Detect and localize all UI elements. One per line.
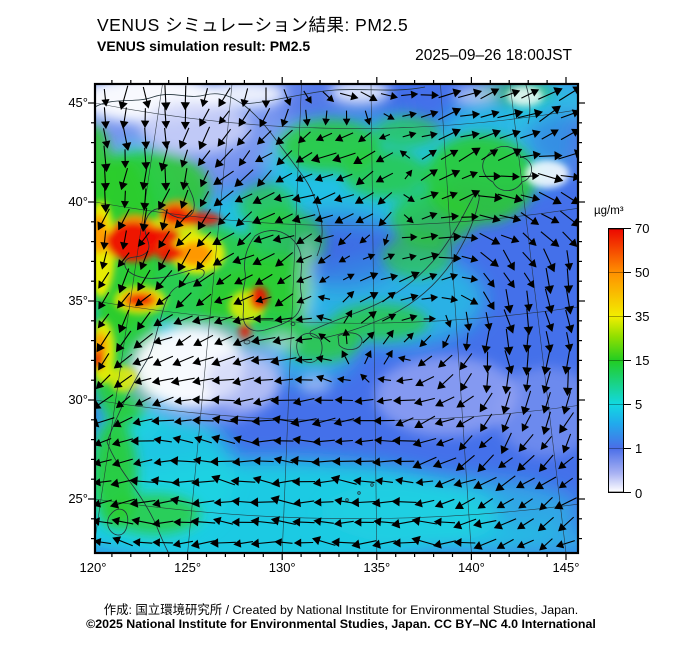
colorbar-level-line	[609, 448, 623, 450]
colorbar-tick	[624, 404, 631, 406]
colorbar-tick-label: 50	[635, 264, 650, 280]
latitude-tick-label: 30°	[68, 392, 88, 407]
longitude-tick-label: 130°	[268, 560, 296, 575]
colorbar-tick-label: 5	[635, 397, 643, 413]
colorbar-tick-label: 1	[635, 441, 643, 457]
latitude-tick-label: 25°	[68, 491, 88, 506]
colorbar-level-line	[609, 490, 623, 492]
colorbar-level-line	[609, 315, 623, 317]
colorbar-tick	[624, 271, 631, 273]
colorbar-level-line	[609, 360, 623, 361]
colorbar-tick	[624, 315, 631, 317]
colorbar-tick	[624, 359, 631, 362]
colorbar-tick-label: 70	[635, 220, 650, 236]
longitude-tick-label: 140°	[457, 560, 485, 575]
colorbar: 70 50 35 15 5 1 0	[608, 221, 688, 501]
simulation-map	[81, 70, 592, 567]
map-canvas	[88, 77, 585, 560]
latitude-tick-label: 45°	[68, 95, 88, 110]
credit-line: 作成: 国立環境研究所 / Created by National Instit…	[103, 603, 579, 617]
license-line: ©2025 National Institute for Environment…	[86, 617, 596, 631]
longitude-tick-label: 135°	[363, 560, 391, 575]
colorbar-tick-label: 15	[635, 353, 650, 368]
colorbar-unit-label: µg/m³	[594, 205, 624, 217]
colorbar-level-line	[609, 228, 623, 230]
colorbar-tick-label: 0	[635, 485, 643, 501]
colorbar-level-line	[609, 271, 623, 273]
figure-title-english: VENUS simulation result: PM2.5	[97, 38, 311, 54]
colorbar-level-line	[609, 404, 623, 406]
longitude-tick-label: 125°	[174, 560, 202, 575]
latitude-tick-label: 40°	[68, 194, 88, 209]
longitude-tick-label: 120°	[79, 560, 107, 575]
colorbar-tick-label: 35	[635, 308, 650, 324]
figure-title-japanese: VENUS シミュレーション結果: PM2.5	[97, 15, 409, 35]
colorbar-gradient	[608, 228, 624, 493]
datetime-label: 2025–09–26 18:00JST	[415, 47, 572, 64]
colorbar-tick	[624, 491, 631, 493]
colorbar-tick	[624, 448, 631, 450]
latitude-tick-label: 35°	[68, 293, 88, 308]
longitude-tick-label: 145°	[552, 560, 580, 575]
colorbar-tick	[624, 228, 631, 230]
